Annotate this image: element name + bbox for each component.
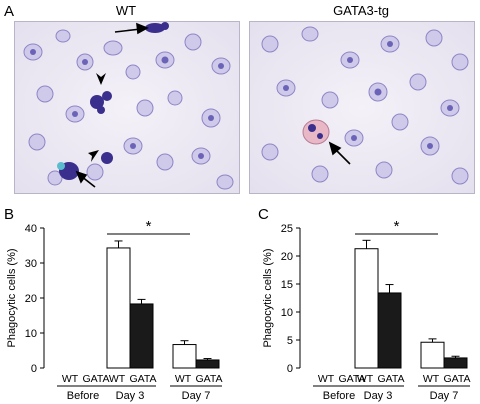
y-tick-label: 30 xyxy=(25,258,37,270)
panel-letter-c: C xyxy=(258,206,269,223)
series-label-gata: GATA xyxy=(195,373,222,385)
y-tick-label: 10 xyxy=(25,328,37,340)
y-tick-label: 25 xyxy=(281,223,293,235)
bar-wt-day-7 xyxy=(172,344,197,369)
bar-gata-day-3 xyxy=(377,292,402,369)
micrograph-title-gata3tg: GATA3-tg xyxy=(333,3,389,18)
significance-marker: * xyxy=(146,218,152,235)
y-tick-label: 20 xyxy=(281,251,293,263)
series-label-gata: GATA xyxy=(377,373,404,385)
series-label-wt: WT xyxy=(62,373,79,385)
series-label-gata: GATA xyxy=(338,373,365,385)
group-label: Day 3 xyxy=(116,390,145,402)
group-label: Day 7 xyxy=(430,390,459,402)
series-label-wt: WT xyxy=(423,373,440,385)
group-label: Day 3 xyxy=(364,390,393,402)
series-label-wt: WT xyxy=(175,373,192,385)
micrograph-wt xyxy=(14,21,240,194)
bar-gata-day-7 xyxy=(195,359,220,369)
series-label-wt: WT xyxy=(109,373,126,385)
y-axis-label: Phagocytic cells (%) xyxy=(262,248,274,347)
significance-marker: * xyxy=(394,218,400,235)
y-tick-label: 5 xyxy=(287,335,293,347)
bar-wt-day-7 xyxy=(420,341,445,369)
series-label-wt: WT xyxy=(318,373,335,385)
y-tick-label: 40 xyxy=(25,223,37,235)
y-tick-label: 20 xyxy=(25,293,37,305)
group-label: Before xyxy=(323,390,355,402)
micrograph-title-wt: WT xyxy=(115,3,137,18)
y-tick-label: 0 xyxy=(287,363,293,375)
y-tick-label: 15 xyxy=(281,279,293,291)
bar-gata-day-3 xyxy=(129,303,154,369)
series-label-gata: GATA xyxy=(443,373,470,385)
y-axis-label: Phagocytic cells (%) xyxy=(6,248,18,347)
bar-gata-day-7 xyxy=(443,357,468,369)
series-label-gata: GATA xyxy=(129,373,156,385)
group-label: Day 7 xyxy=(182,390,211,402)
series-label-gata: GATA xyxy=(82,373,109,385)
y-tick-label: 10 xyxy=(281,307,293,319)
y-tick-label: 0 xyxy=(31,363,37,375)
panel-letter-a: A xyxy=(4,3,15,20)
panel-letter-b: B xyxy=(4,206,15,223)
group-label: Before xyxy=(67,390,99,402)
bar-wt-day-3 xyxy=(106,247,131,369)
series-label-wt: WT xyxy=(357,373,374,385)
bar-wt-day-3 xyxy=(354,248,379,369)
micrograph-gata3tg xyxy=(249,21,475,194)
